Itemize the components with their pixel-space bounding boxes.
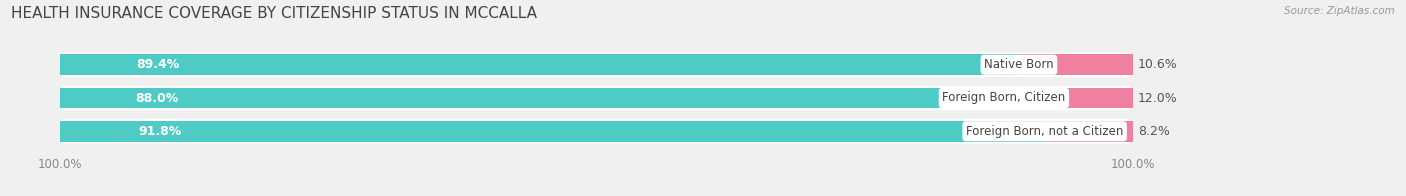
Text: 12.0%: 12.0%: [1137, 92, 1178, 104]
Bar: [1019, 54, 1133, 75]
Text: Source: ZipAtlas.com: Source: ZipAtlas.com: [1284, 6, 1395, 16]
Text: Foreign Born, not a Citizen: Foreign Born, not a Citizen: [966, 125, 1123, 138]
Bar: [60, 88, 1004, 108]
Text: Foreign Born, Citizen: Foreign Born, Citizen: [942, 92, 1066, 104]
Bar: [60, 121, 1045, 142]
FancyBboxPatch shape: [60, 52, 1133, 77]
Text: 89.4%: 89.4%: [136, 58, 180, 71]
Text: 8.2%: 8.2%: [1137, 125, 1170, 138]
Text: Native Born: Native Born: [984, 58, 1053, 71]
Bar: [1045, 121, 1133, 142]
Text: 88.0%: 88.0%: [135, 92, 179, 104]
FancyBboxPatch shape: [60, 119, 1133, 144]
Text: 10.6%: 10.6%: [1137, 58, 1178, 71]
Text: 91.8%: 91.8%: [139, 125, 181, 138]
Bar: [1004, 88, 1133, 108]
FancyBboxPatch shape: [60, 86, 1133, 110]
Bar: [60, 54, 1019, 75]
Text: HEALTH INSURANCE COVERAGE BY CITIZENSHIP STATUS IN MCCALLA: HEALTH INSURANCE COVERAGE BY CITIZENSHIP…: [11, 6, 537, 21]
